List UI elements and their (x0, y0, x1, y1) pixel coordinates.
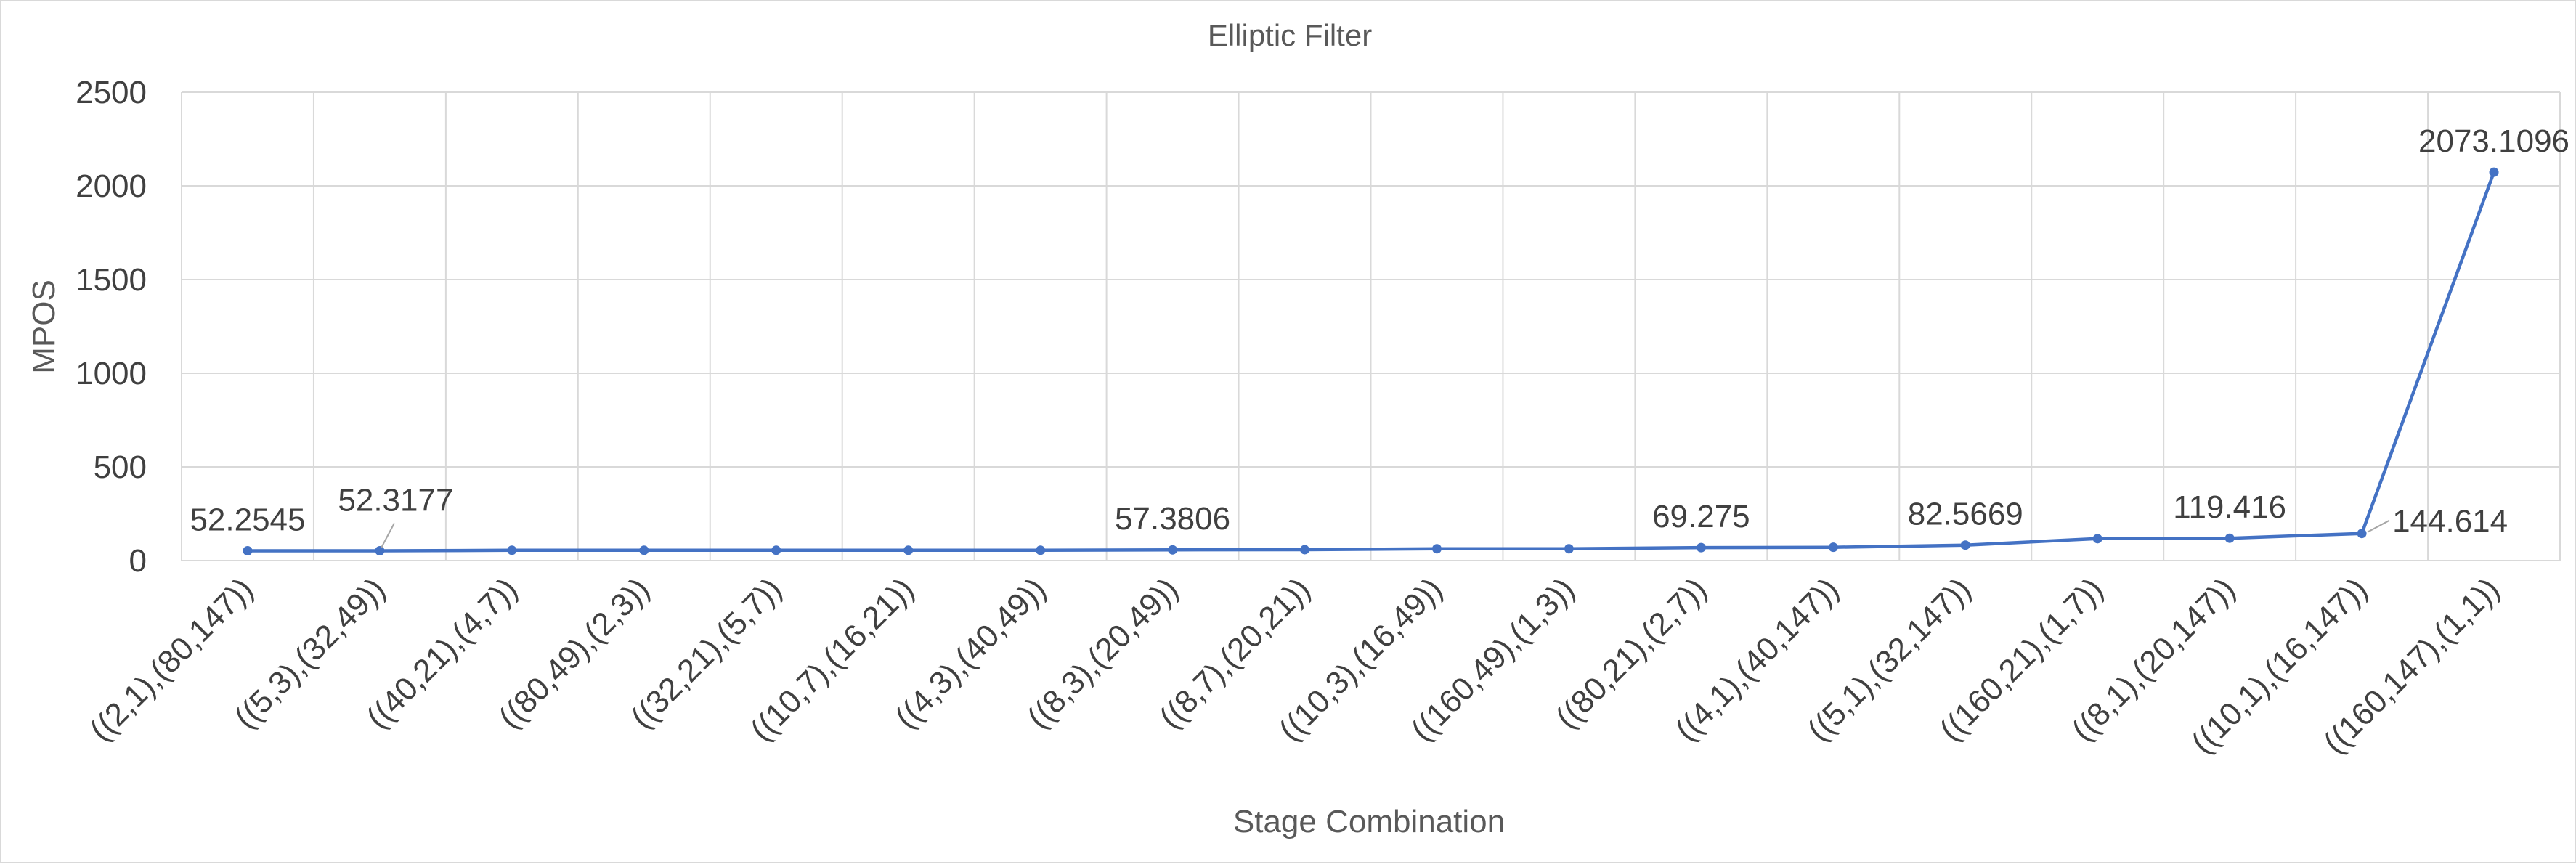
data-point (2357, 529, 2367, 539)
data-label: 69.275 (1652, 499, 1750, 534)
data-point (903, 545, 914, 555)
data-label: 119.416 (2173, 489, 2286, 525)
data-point (639, 545, 649, 555)
y-axis-label: MPOS (26, 280, 62, 374)
x-axis-label: Stage Combination (1233, 804, 1505, 839)
data-point (771, 545, 781, 555)
data-point (2092, 534, 2102, 544)
data-labels: 52.2545 52.3177 57.3806 69.275 82.5669 119.41… (190, 123, 2569, 548)
grid (181, 91, 2561, 561)
data-point (375, 546, 385, 556)
series-layer (243, 167, 2499, 556)
data-point (243, 546, 253, 556)
label-leader-line (381, 523, 395, 548)
data-point (2489, 167, 2499, 177)
data-label: 52.2545 (190, 502, 305, 538)
y-tick-label: 2000 (76, 168, 147, 204)
data-label: 144.614 (2392, 504, 2508, 540)
label-leader-line (2367, 519, 2390, 533)
y-tick-label: 1500 (76, 262, 147, 298)
data-point (1168, 545, 1178, 555)
data-point (1828, 542, 1838, 553)
data-point (1036, 545, 1046, 555)
data-point (507, 545, 517, 555)
data-point (2224, 533, 2235, 543)
data-point (1564, 544, 1574, 554)
y-tick-label: 500 (94, 449, 147, 485)
y-tick-label: 0 (129, 543, 147, 579)
data-point (1300, 545, 1310, 555)
chart-title: Elliptic Filter (1208, 18, 1372, 52)
data-point (1696, 542, 1706, 553)
data-label: 2073.1096 (2418, 123, 2569, 159)
data-point (1960, 540, 1970, 550)
data-label: 52.3177 (338, 483, 453, 518)
y-tick-label: 2500 (76, 75, 147, 110)
series-line (248, 171, 2496, 553)
y-tick-label: 1000 (76, 356, 147, 391)
data-point (1431, 544, 1442, 554)
data-label: 82.5669 (1908, 497, 2023, 532)
data-label: 57.3806 (1115, 501, 1230, 537)
y-axis-ticks: 0 500 1000 1500 2000 2500 (76, 75, 147, 579)
